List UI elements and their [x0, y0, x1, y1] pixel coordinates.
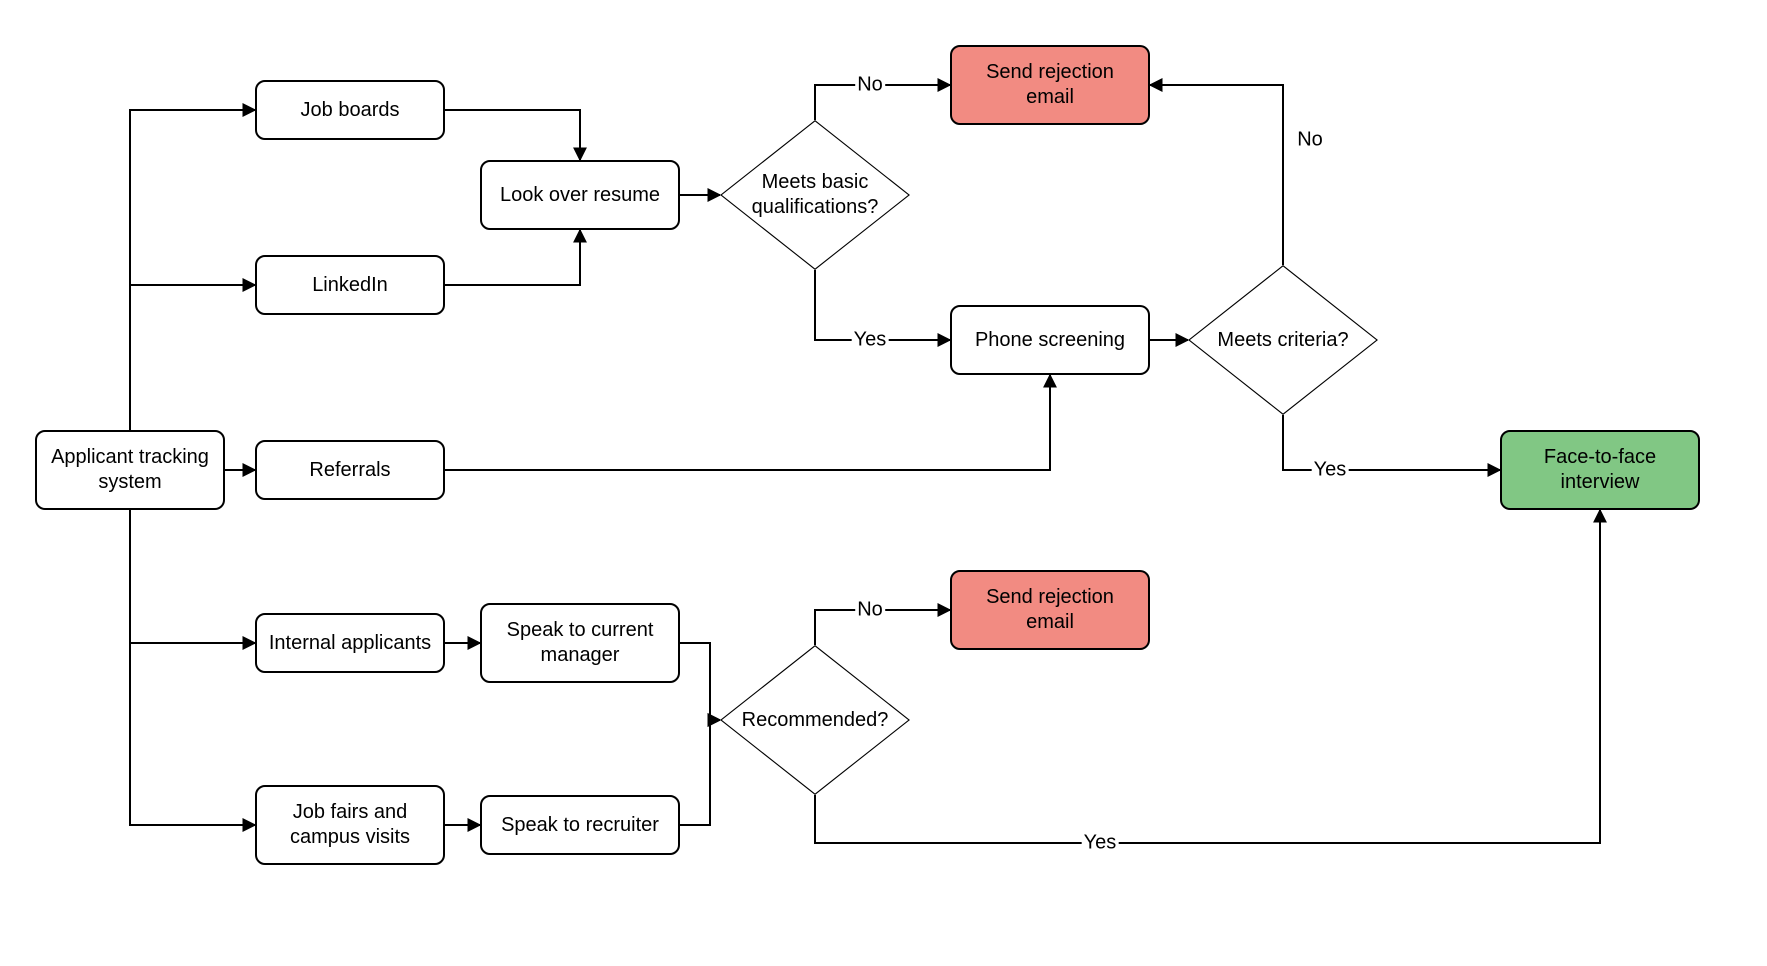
- edge-ats-jobfairs: [130, 510, 255, 825]
- node-label-jobboards: Job boards: [301, 98, 400, 123]
- edge-label-quals-reject1: No: [855, 74, 885, 97]
- node-linkedin: LinkedIn: [255, 255, 445, 315]
- node-label-criteria: Meets criteria?: [1213, 328, 1352, 353]
- node-spk_rec: Speak to recruiter: [480, 795, 680, 855]
- node-criteria: Meets criteria?: [1188, 265, 1378, 415]
- node-label-spk_rec: Speak to recruiter: [501, 813, 659, 838]
- edge-criteria-reject1: [1150, 85, 1283, 265]
- node-label-resume: Look over resume: [500, 183, 660, 208]
- node-label-reject2: Send rejection email: [960, 585, 1140, 635]
- node-internal: Internal applicants: [255, 613, 445, 673]
- edge-label-criteria-interview: Yes: [1312, 459, 1349, 482]
- node-label-spk_mgr: Speak to current manager: [490, 618, 670, 668]
- edge-spk_rec-recomm: [680, 720, 720, 825]
- flowchart-canvas: Applicant tracking system Job boards Linke…: [0, 0, 1767, 966]
- edge-ats-jobboards: [130, 110, 255, 430]
- node-phone: Phone screening: [950, 305, 1150, 375]
- node-label-quals: Meets basic qualifications?: [737, 170, 893, 220]
- node-reject2: Send rejection email: [950, 570, 1150, 650]
- node-label-ats: Applicant tracking system: [45, 445, 215, 495]
- node-label-phone: Phone screening: [975, 328, 1125, 353]
- node-reject1: Send rejection email: [950, 45, 1150, 125]
- node-jobboards: Job boards: [255, 80, 445, 140]
- edge-spk_mgr-recomm: [680, 643, 720, 720]
- edge-label-recomm-reject2: No: [855, 599, 885, 622]
- edge-jobboards-resume: [445, 110, 580, 160]
- node-label-referrals: Referrals: [309, 458, 390, 483]
- edge-label-quals-phone: Yes: [852, 329, 889, 352]
- edge-recomm-interview: [815, 510, 1600, 843]
- node-label-recomm: Recommended?: [738, 708, 893, 733]
- node-label-interview: Face-to-face interview: [1510, 445, 1690, 495]
- edge-referrals-phone: [445, 375, 1050, 470]
- edge-ats-internal: [130, 510, 255, 643]
- node-jobfairs: Job fairs and campus visits: [255, 785, 445, 865]
- node-label-internal: Internal applicants: [269, 631, 431, 656]
- node-quals: Meets basic qualifications?: [720, 120, 910, 270]
- node-resume: Look over resume: [480, 160, 680, 230]
- edge-ats-linkedin: [130, 285, 255, 430]
- node-label-reject1: Send rejection email: [960, 60, 1140, 110]
- node-referrals: Referrals: [255, 440, 445, 500]
- node-spk_mgr: Speak to current manager: [480, 603, 680, 683]
- edge-linkedin-resume: [445, 230, 580, 285]
- node-label-jobfairs: Job fairs and campus visits: [265, 800, 435, 850]
- node-ats: Applicant tracking system: [35, 430, 225, 510]
- edge-label-criteria-reject1: No: [1295, 129, 1325, 152]
- node-label-linkedin: LinkedIn: [312, 273, 388, 298]
- edge-label-recomm-interview: Yes: [1082, 832, 1119, 855]
- node-interview: Face-to-face interview: [1500, 430, 1700, 510]
- node-recomm: Recommended?: [720, 645, 910, 795]
